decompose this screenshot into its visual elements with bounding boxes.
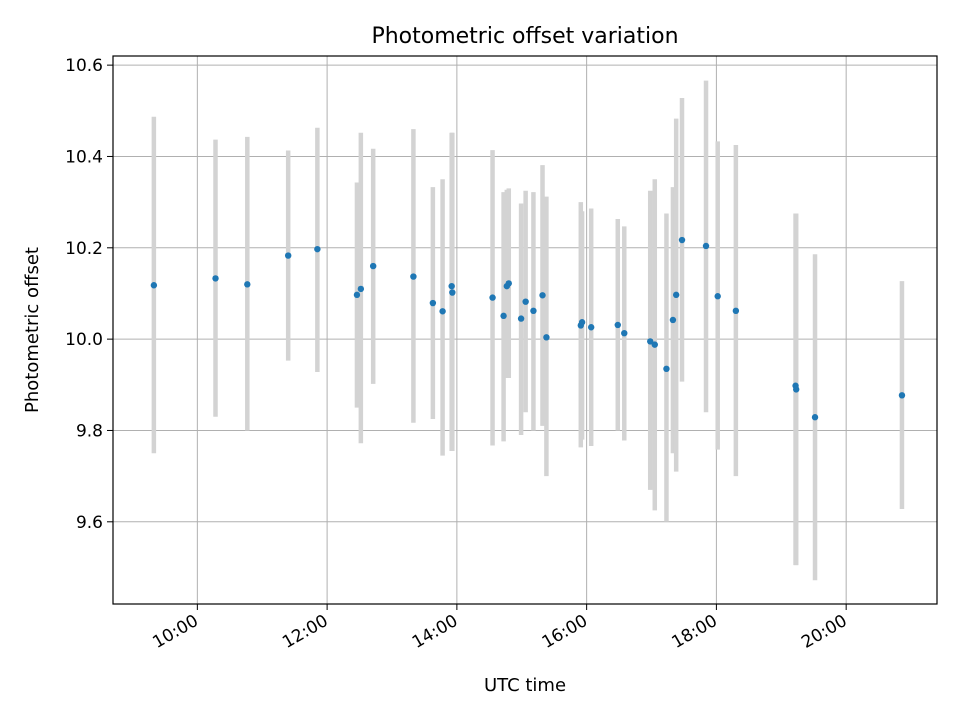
data-point [353,291,361,299]
y-tick-label: 10.6 [65,56,103,76]
x-tick-label: 16:00 [539,611,591,653]
y-axis-label: Photometric offset [22,247,43,413]
data-point [244,281,251,288]
error-bars [151,80,905,581]
data-point [530,307,537,315]
data-point [647,338,654,345]
data-point [314,245,321,253]
data-point [489,294,496,301]
x-axis-label: UTC time [484,675,566,696]
data-point [651,341,658,348]
data-point [522,298,529,305]
y-tick-label: 9.6 [76,513,103,533]
data-point [732,307,740,315]
data-point [621,329,628,337]
data-point [663,365,670,373]
data-point [410,273,417,280]
data-point [543,334,550,341]
x-tick-label: 20:00 [798,611,850,653]
x-tick-label: 10:00 [149,611,201,653]
plot-frame [112,55,938,605]
data-points [150,236,906,421]
y-axis-ticks: 9.6 9.8 10.0 10.2 10.4 10.6 [65,56,113,533]
y-tick-label: 10.4 [65,147,103,167]
data-point [357,285,365,293]
data-point [505,280,512,287]
data-point [702,242,710,250]
data-point [587,324,595,331]
data-point [150,282,158,289]
data-point [669,316,677,324]
data-point [678,236,686,244]
data-point [517,315,525,322]
x-tick-label: 18:00 [668,611,720,653]
y-tick-label: 10.0 [65,330,103,350]
x-tick-label: 14:00 [409,611,461,653]
y-tick-label: 10.2 [65,239,103,259]
data-point [614,321,621,329]
data-point [500,312,507,320]
data-point [449,289,456,296]
data-point [793,386,800,393]
data-point [212,275,219,282]
data-point [539,292,546,299]
data-point [578,319,586,326]
x-axis-ticks: 10:00 12:00 14:00 16:00 18:00 20:00 [149,604,851,653]
chart-title: Photometric offset variation [371,24,678,49]
data-point [714,293,721,300]
x-tick-label: 12:00 [279,611,331,653]
data-point [448,282,455,290]
data-point [429,299,437,307]
data-point [369,262,377,270]
data-point [811,414,819,421]
data-point [898,392,906,399]
data-point [284,252,292,259]
y-tick-label: 9.8 [76,421,103,441]
data-point [672,291,680,299]
data-point [439,308,446,315]
